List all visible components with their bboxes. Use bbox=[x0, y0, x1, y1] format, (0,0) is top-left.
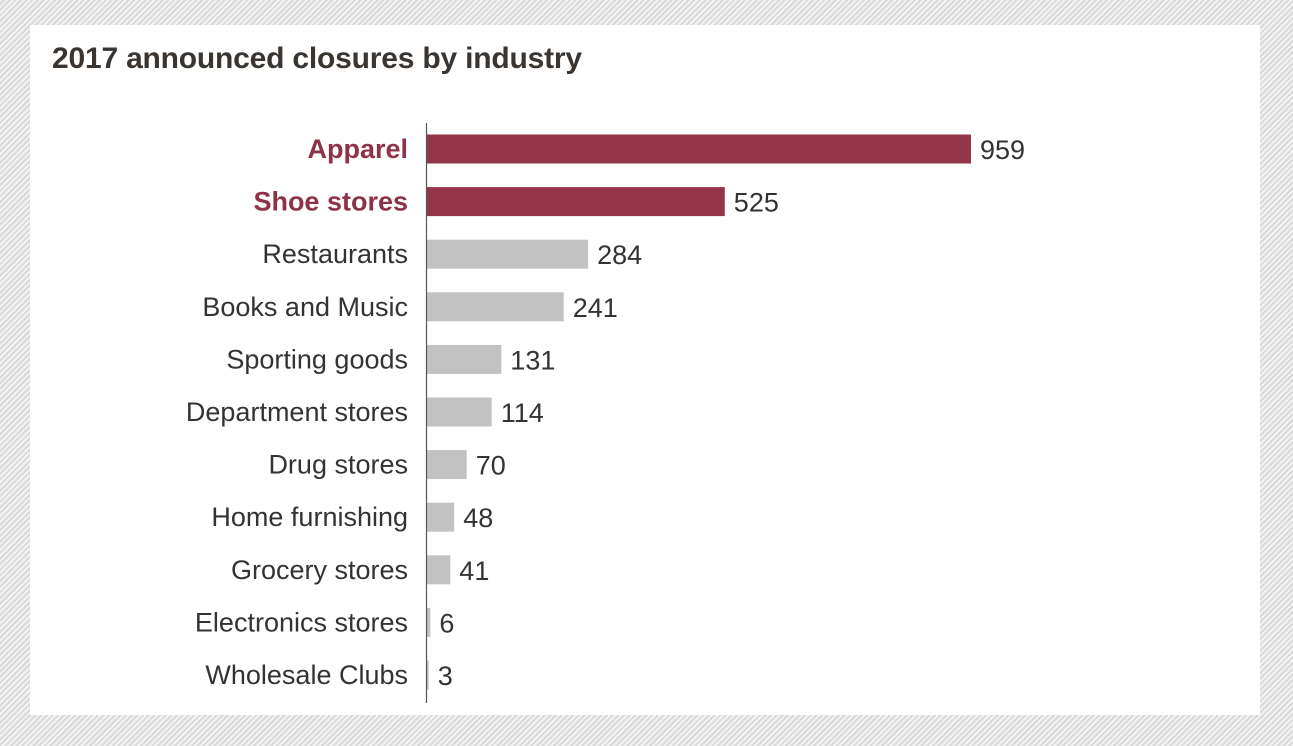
value-label: 241 bbox=[573, 293, 618, 323]
category-label: Home furnishing bbox=[211, 502, 408, 532]
bar-books-and-music bbox=[427, 292, 564, 322]
bar-restaurants bbox=[427, 239, 589, 269]
bar-shoe-stores bbox=[427, 187, 725, 217]
value-label: 525 bbox=[734, 188, 779, 218]
category-label: Department stores bbox=[186, 397, 408, 427]
value-label: 41 bbox=[459, 556, 489, 586]
value-label: 3 bbox=[438, 661, 453, 691]
category-label: Grocery stores bbox=[231, 555, 408, 585]
value-label: 131 bbox=[510, 345, 555, 375]
value-label: 70 bbox=[476, 451, 506, 481]
value-label: 6 bbox=[439, 608, 454, 638]
bar-drug-stores bbox=[427, 450, 467, 480]
chart-title: 2017 announced closures by industry bbox=[52, 42, 582, 75]
category-label: Restaurants bbox=[262, 239, 408, 269]
value-label: 114 bbox=[501, 398, 544, 428]
value-label: 48 bbox=[463, 503, 493, 533]
bar-wholesale-clubs bbox=[427, 660, 429, 690]
bar-grocery-stores bbox=[427, 555, 451, 585]
category-label: Apparel bbox=[307, 134, 408, 164]
bar-home-furnishing bbox=[427, 502, 455, 532]
value-label: 959 bbox=[980, 135, 1025, 165]
category-label: Drug stores bbox=[268, 450, 408, 480]
category-label: Sporting goods bbox=[226, 344, 408, 374]
bar-electronics-stores bbox=[427, 607, 431, 637]
bar-chart: Apparel 959 Shoe stores 525 Restaurants 284 Bo… bbox=[186, 123, 1025, 703]
bar-apparel bbox=[427, 134, 971, 164]
bar-department-stores bbox=[427, 397, 492, 427]
category-label: Wholesale Clubs bbox=[205, 660, 408, 690]
chart-card: 2017 announced closures by industry Appa… bbox=[30, 25, 1260, 715]
category-label: Electronics stores bbox=[195, 607, 408, 637]
category-label: Shoe stores bbox=[253, 187, 408, 217]
category-label: Books and Music bbox=[202, 292, 408, 322]
value-label: 284 bbox=[597, 240, 642, 270]
bar-sporting-goods bbox=[427, 344, 502, 374]
